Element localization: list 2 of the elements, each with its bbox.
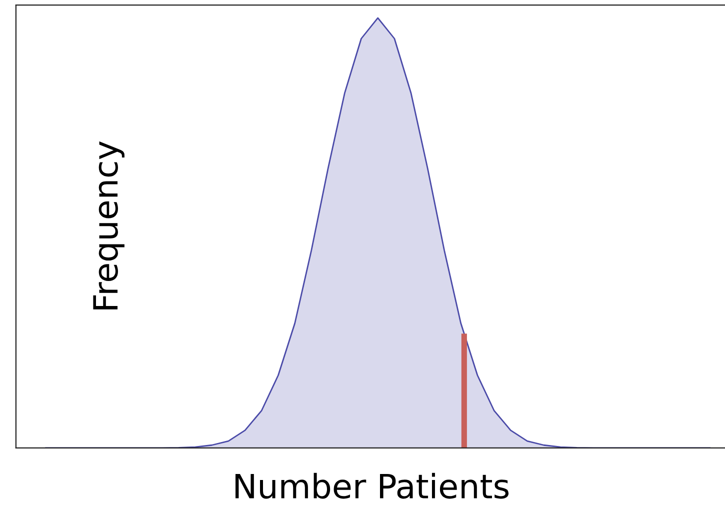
x-axis-title: Number Patients (236, 472, 509, 499)
y-axis-title: Frequency (93, 141, 124, 310)
